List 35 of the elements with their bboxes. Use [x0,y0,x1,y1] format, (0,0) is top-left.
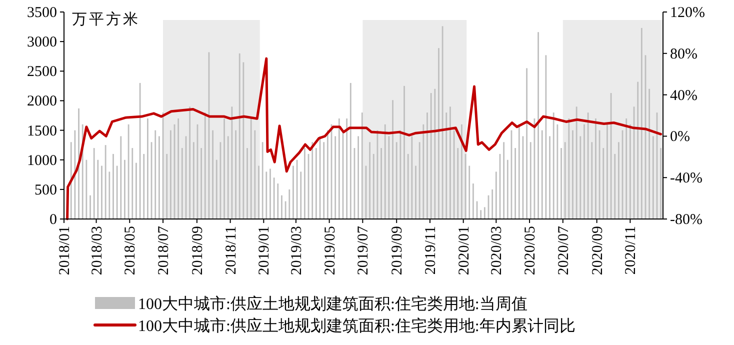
x-tick-label: 2018/07 [156,226,172,276]
x-tick-label: 2018/03 [89,226,106,276]
y-tick-label: 500 [34,182,57,198]
x-tick-label: 2020/01 [456,226,472,276]
y2-tick-label: 40% [670,88,698,104]
x-tick-label: 2018/11 [223,226,240,275]
y2-tick-label: -80% [670,212,702,228]
y2-tick-label: 0% [670,129,690,146]
x-tick-label: 2020/05 [522,226,539,276]
x-tick-label: 2019/03 [288,226,305,276]
x-tick-label: 2018/01 [57,226,73,276]
legend-label: 100大中城市:供应土地规划建筑面积:住宅类用地:年内累计同比 [138,317,576,335]
x-tick-label: 2020/11 [623,226,640,275]
x-tick-label: 2019/07 [356,226,372,276]
y-tick-label: 3500 [27,5,57,21]
y-tick-label: 1000 [27,152,57,169]
legend-label: 100大中城市:供应土地规划建筑面积:住宅类用地:当周值 [138,295,528,313]
y2-tick-label: -40% [670,170,702,187]
x-tick-label: 2018/05 [122,226,139,276]
y-tick-label: 3000 [27,34,57,51]
x-tick-label: 2018/09 [190,226,206,276]
x-tick-label: 2019/05 [322,226,338,276]
y2-tick-label: 120% [670,5,705,21]
x-tick-label: 2019/11 [422,226,439,275]
y-tick-label: 1500 [27,123,57,140]
x-tick-label: 2019/09 [390,226,406,276]
y-axis-title: 万平方米 [72,11,140,28]
x-tick-label: 2020/03 [489,226,506,276]
y-tick-label: 2500 [27,64,57,80]
y-tick-label: 0 [50,212,57,228]
x-tick-label: 2020/09 [590,226,606,276]
x-tick-label: 2020/07 [556,226,572,276]
x-tick-label: 2019/01 [256,226,273,276]
y2-tick-label: 80% [670,46,698,62]
y-tick-label: 2000 [27,94,57,110]
